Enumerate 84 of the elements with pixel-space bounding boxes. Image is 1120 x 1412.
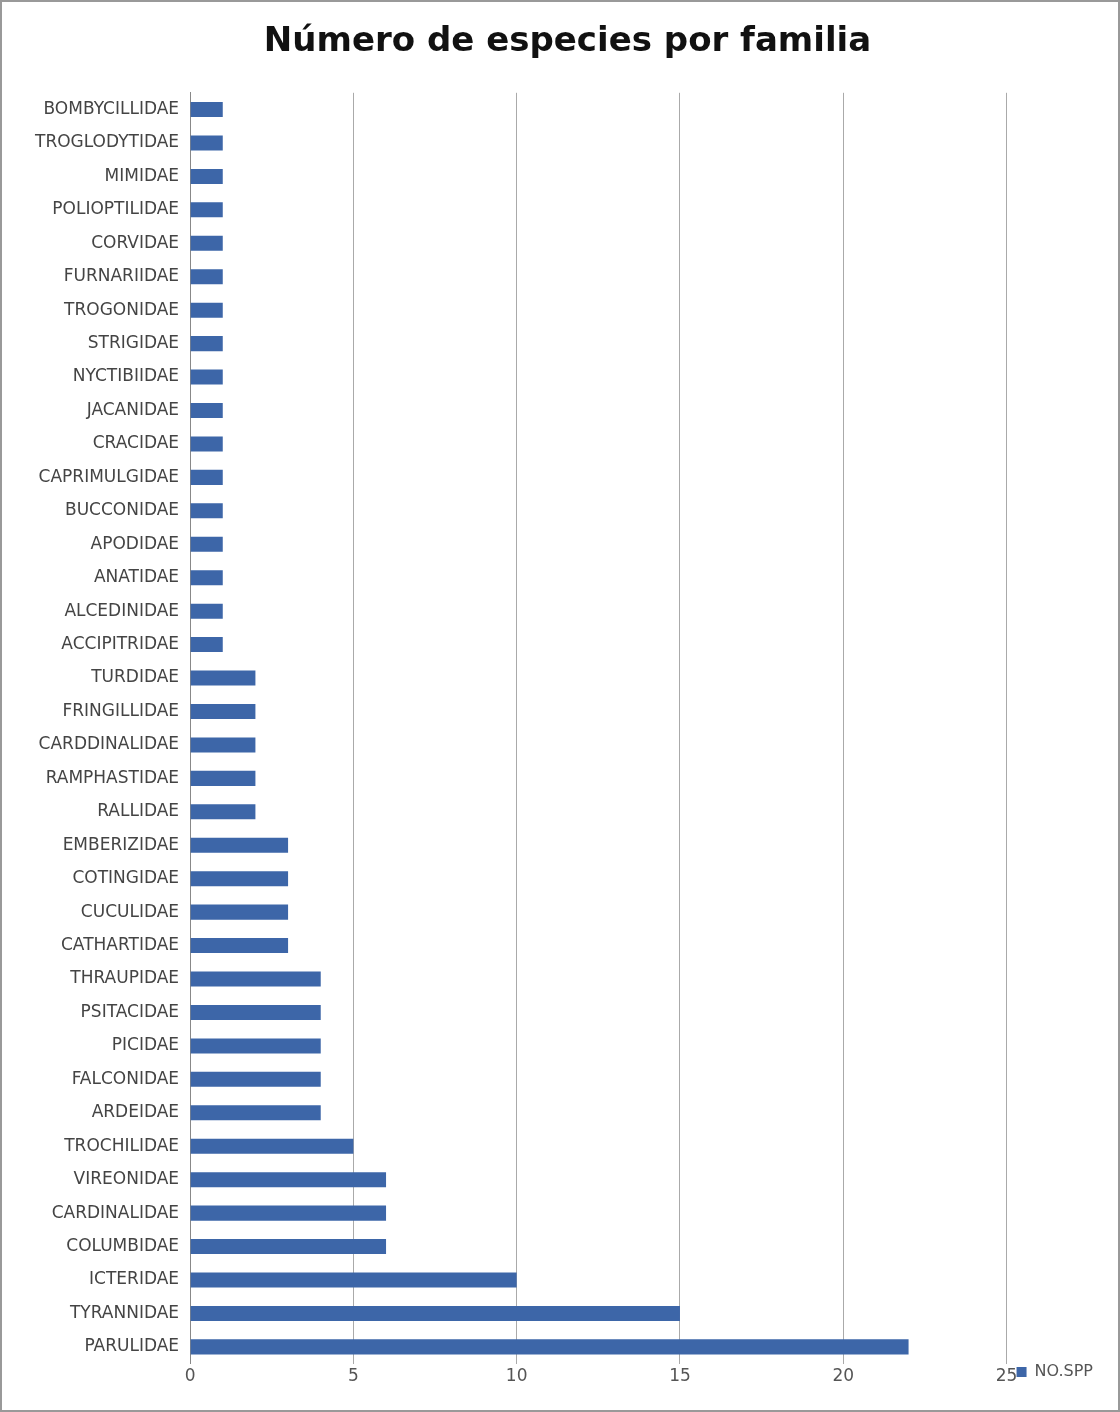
bar [190,302,223,318]
bar [190,336,223,352]
y-tick-label: RAMPHASTIDAE [45,766,180,787]
y-tick-label: VIREONIDAE [73,1168,180,1189]
bar [190,1004,321,1020]
y-tick-label: COTINGIDAE [72,867,180,888]
y-tick-label: RALLIDAE [97,800,180,821]
bar [190,1138,354,1154]
y-tick-label: TROCHILIDAE [63,1134,180,1155]
bar [190,1205,387,1221]
y-tick-label: CRACIDAE [92,432,180,453]
bar [190,703,256,719]
y-tick-label: STRIGIDAE [87,332,180,353]
bar [190,837,289,853]
y-tick-label: EMBERIZIDAE [62,833,180,854]
y-tick-label: FURNARIIDAE [63,265,180,286]
y-tick-label: BOMBYCILLIDAE [43,97,180,118]
x-tick-label: 5 [347,1365,359,1386]
y-tick-label: BUCCONIDAE [64,499,180,520]
bar [190,670,256,686]
bar [190,737,256,753]
y-tick-label: ICTERIDAE [89,1268,180,1289]
bar [190,770,256,786]
bar [190,570,223,586]
y-tick-label: CAPRIMULGIDAE [38,465,180,486]
y-tick-label: CATHARTIDAE [60,934,180,954]
x-tick-label: 15 [669,1365,691,1386]
y-tick-label: COLUMBIDAE [66,1234,180,1255]
y-tick-label: PICIDAE [111,1034,180,1055]
y-tick-label: TYRANNIDAE [68,1301,180,1322]
bar [190,971,321,987]
legend-label: NO.SPP [1034,1361,1094,1381]
x-tick-label: 10 [505,1365,528,1386]
y-tick-label: NYCTIBIIDAE [72,365,180,386]
bar [190,202,223,218]
y-tick-label: CUCULIDAE [80,900,180,921]
bar [190,1305,680,1321]
bar [190,904,289,920]
x-tick-label: 20 [832,1365,855,1386]
y-tick-label: ARDEIDAE [91,1101,180,1122]
bar [190,1105,321,1121]
bar [190,871,289,887]
bar [190,1038,321,1054]
y-tick-label: CARDINALIDAE [51,1201,180,1222]
y-tick-label: ALCEDINIDAE [64,599,180,620]
bar [190,102,223,118]
bar [190,402,223,419]
bar [190,168,223,184]
bar [190,1239,387,1255]
y-tick-label: JACANIDAE [85,398,180,419]
bar [190,1172,387,1188]
bar [190,637,223,653]
bar [190,369,223,385]
y-tick-label: TURDIDAE [90,666,180,687]
y-tick-label: CORVIDAE [91,231,180,252]
y-tick-label: APODIDAE [90,532,180,553]
bar [190,235,223,251]
x-tick-label: 0 [184,1365,196,1386]
y-tick-label: THRAUPIDAE [69,967,180,988]
bar [190,938,289,954]
bar [190,469,223,485]
bar [190,436,223,452]
bar [190,269,223,285]
bar [190,1339,909,1355]
y-tick-label: CARDDINALIDAE [38,733,180,754]
x-tick-label: 25 [995,1365,1018,1386]
y-tick-label: PARULIDAE [84,1335,180,1356]
bar [190,503,223,519]
y-tick-label: ANATIDAE [93,566,180,587]
y-tick-label: FALCONIDAE [71,1067,180,1088]
y-tick-label: TROGLODYTIDAE [33,131,180,152]
y-tick-label: FRINGILLIDAE [62,699,180,720]
bar [190,1272,517,1288]
y-tick-label: ACCIPITRIDAE [61,633,180,654]
bar [190,536,223,552]
y-tick-label: MIMIDAE [104,164,180,185]
bar [190,804,256,820]
y-tick-label: TROGONIDAE [63,298,180,319]
bar [190,135,223,151]
y-tick-label: PSITACIDAE [80,1000,180,1021]
bar [190,603,223,619]
bar [190,1071,321,1087]
chart-title: Número de especies por familia [263,19,872,60]
y-tick-label: POLIOPTILIDAE [52,198,180,219]
